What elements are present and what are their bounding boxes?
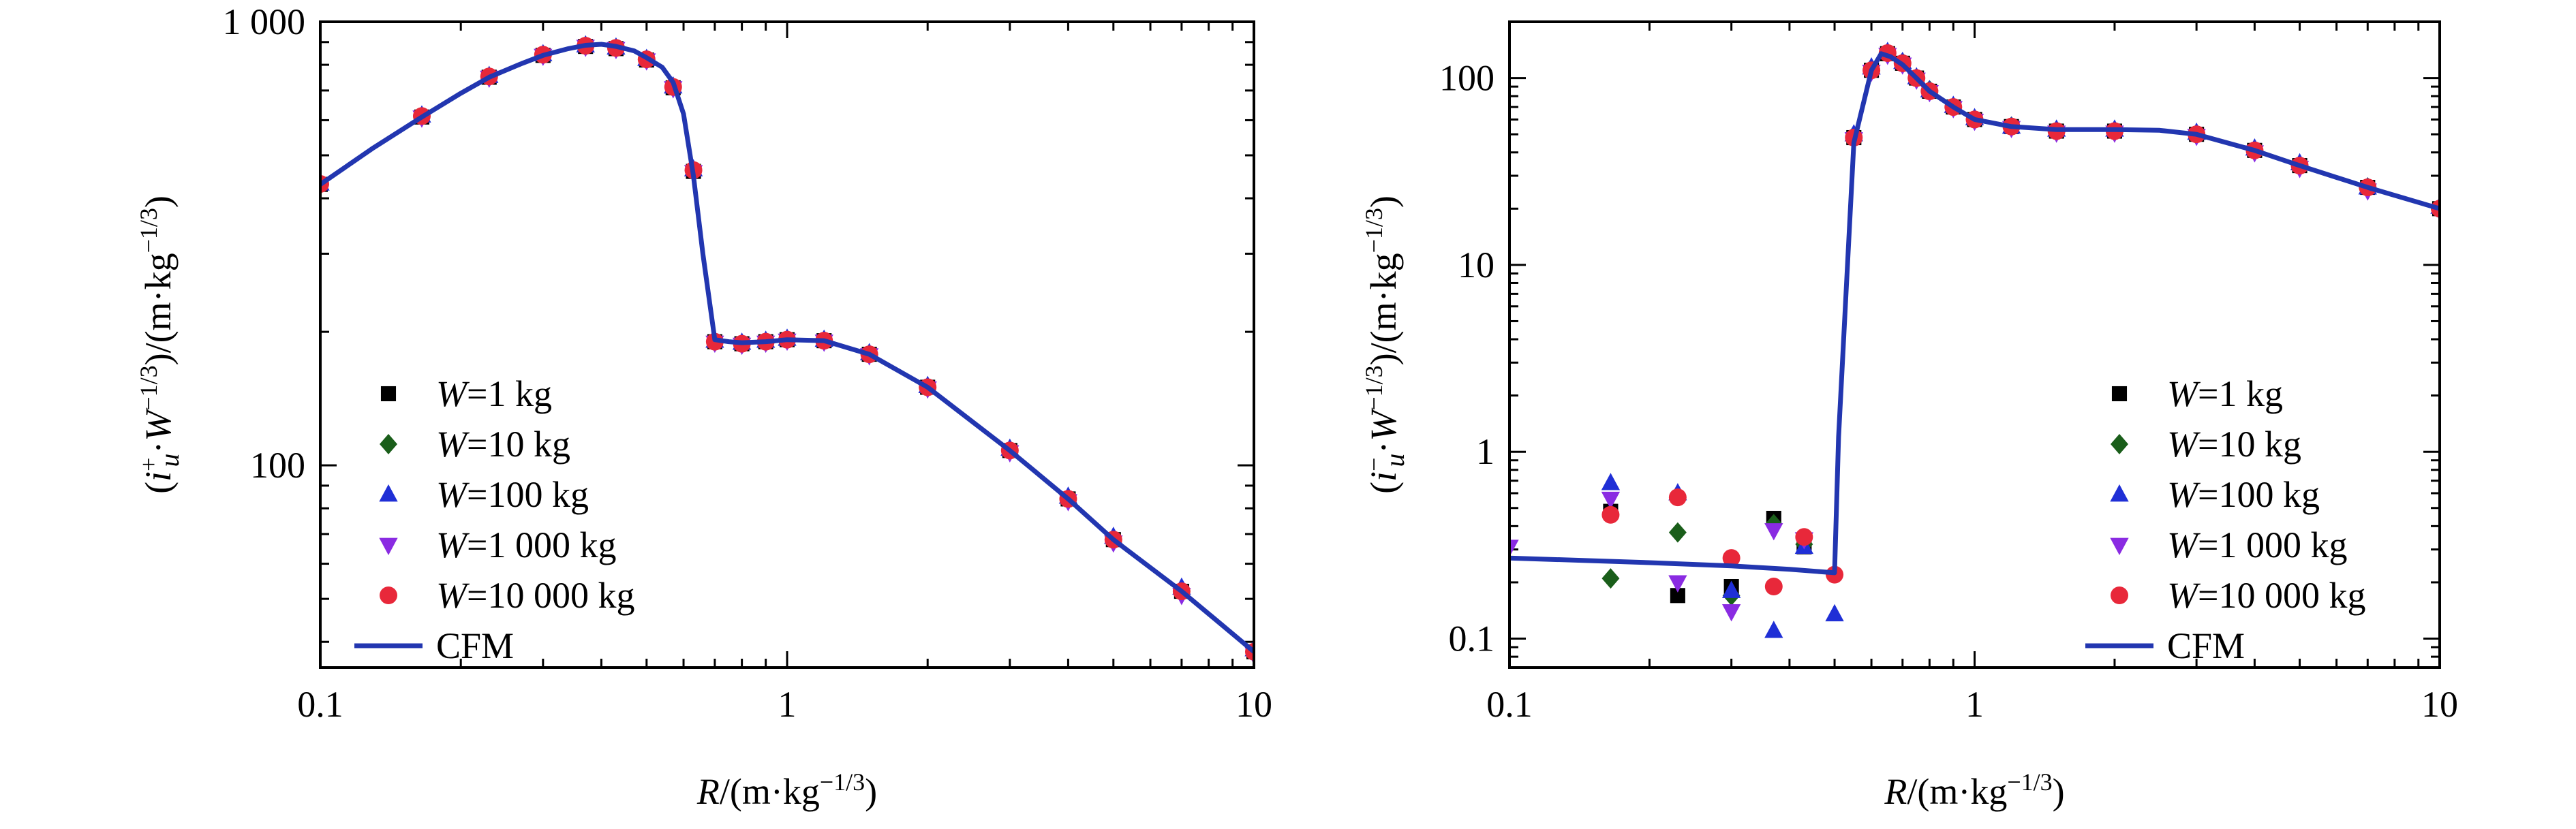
- data-point: [1668, 488, 1687, 507]
- legend: W=1 kg W=10 kg W=100 kg W=1 000 kg W=10 000 …: [2085, 373, 2365, 666]
- x-tick-label: 1: [778, 684, 797, 725]
- legend-label: W=10 kg: [436, 424, 570, 465]
- data-point: [1825, 604, 1844, 622]
- cfm-line: [1509, 51, 2440, 576]
- legend-marker: [2110, 537, 2129, 555]
- legend-label: W=1 000 kg: [2167, 525, 2347, 565]
- x-tick-label: 0.1: [1486, 684, 1533, 725]
- plot-area: [1509, 42, 2440, 638]
- legend-label: W=1 kg: [2167, 373, 2283, 414]
- legend-marker: [380, 386, 397, 402]
- y-axis-label: (i+u·W−1/3)/(m·kg−1/3): [135, 195, 185, 494]
- right-panel: 0.1 1 10 0.1 1 10 100 R/(m·kg−1/3) (i−u·W−1/3)/(…: [1360, 20, 2458, 812]
- data-point: [1722, 549, 1741, 567]
- legend-marker: [2111, 434, 2128, 454]
- legend-label: CFM: [2167, 625, 2245, 666]
- y-tick-label: 0.1: [1449, 619, 1495, 659]
- y-tick-label: 1 000: [223, 1, 306, 42]
- legend-marker: [2111, 386, 2128, 402]
- legend-label: W=100 kg: [2167, 474, 2320, 515]
- axes-frame: [319, 20, 1255, 669]
- legend-marker: [2110, 484, 2129, 502]
- legend-label: W=1 000 kg: [436, 525, 616, 565]
- x-tick-label: 10: [1236, 684, 1272, 725]
- y-axis-label: (i−u·W−1/3)/(m·kg−1/3): [1360, 195, 1410, 494]
- legend-marker: [380, 434, 397, 454]
- data-point: [1668, 575, 1687, 593]
- legend-marker: [2111, 586, 2128, 604]
- data-point: [1764, 578, 1783, 596]
- data-point: [1764, 523, 1783, 541]
- y-tick-label: 100: [250, 445, 305, 486]
- y-tick-label: 1: [1476, 431, 1494, 472]
- legend-label: W=10 000 kg: [436, 575, 634, 616]
- x-tick-label: 1: [1965, 684, 1984, 725]
- x-tick-label: 10: [2421, 684, 2458, 725]
- y-tick-label: 10: [1458, 245, 1494, 285]
- data-point: [1721, 580, 1741, 598]
- legend-label: W=1 kg: [436, 373, 552, 414]
- data-point: [1721, 604, 1741, 622]
- legend-label: W=10 000 kg: [2167, 575, 2365, 616]
- data-point: [1795, 528, 1813, 546]
- y-tick-label: 100: [1439, 58, 1494, 99]
- data-point: [1509, 539, 1519, 557]
- data-point: [1668, 522, 1687, 543]
- legend-marker: [379, 537, 398, 555]
- x-axis-label: R/(m·kg−1/3): [696, 768, 877, 812]
- data-point: [1764, 621, 1783, 638]
- axes-frame: [1508, 20, 2441, 669]
- data-point: [1601, 568, 1620, 589]
- left-panel: 0.1 1 10 100 1 000 R/(m·kg−1/3) (i+u·W−1/3)/(m…: [135, 1, 1272, 812]
- data-point: [1601, 473, 1621, 490]
- series-3: [320, 40, 1254, 665]
- plot-area: [320, 35, 1254, 665]
- legend-label: W=10 kg: [2167, 424, 2301, 465]
- legend-label: W=100 kg: [436, 474, 589, 515]
- legend-marker: [379, 484, 398, 502]
- legend: W=1 kg W=10 kg W=100 kg W=1 000 kg W=10 000 …: [354, 373, 634, 666]
- cfm-line: [320, 42, 1254, 654]
- legend-marker: [380, 586, 397, 604]
- x-tick-label: 0.1: [297, 684, 343, 725]
- legend-label: CFM: [436, 625, 514, 666]
- x-axis-label: R/(m·kg−1/3): [1884, 768, 2064, 812]
- data-point: [1601, 505, 1620, 524]
- data-point: [1670, 588, 1685, 604]
- data-point: [1601, 491, 1621, 510]
